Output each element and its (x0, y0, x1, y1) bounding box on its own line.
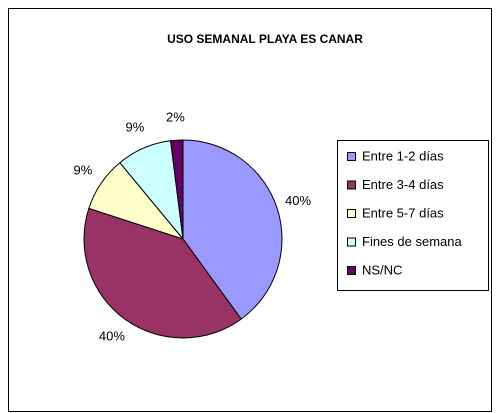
data-label: 2% (166, 110, 185, 125)
pie-slice (182, 139, 283, 320)
legend-label: NS/NC (362, 262, 402, 277)
legend-label: Entre 1-2 días (362, 148, 444, 163)
legend-label: Fines de semana (362, 234, 462, 249)
legend-swatch (347, 152, 356, 161)
data-label: 40% (285, 193, 311, 208)
data-label: 9% (74, 162, 93, 177)
legend-swatch (347, 266, 356, 275)
data-label: 9% (126, 119, 145, 134)
legend-swatch (347, 237, 356, 247)
legend-swatch (347, 180, 356, 190)
pie-slice (83, 207, 242, 339)
legend-label: Entre 5-7 días (362, 205, 444, 220)
legend-box (337, 140, 489, 291)
data-label: 40% (99, 328, 125, 343)
pie-slice (170, 139, 184, 240)
chart-title: USO SEMANAL PLAYA ES CANAR (167, 32, 363, 46)
legend-swatch (347, 209, 356, 218)
legend-label: Entre 3-4 días (362, 177, 444, 192)
